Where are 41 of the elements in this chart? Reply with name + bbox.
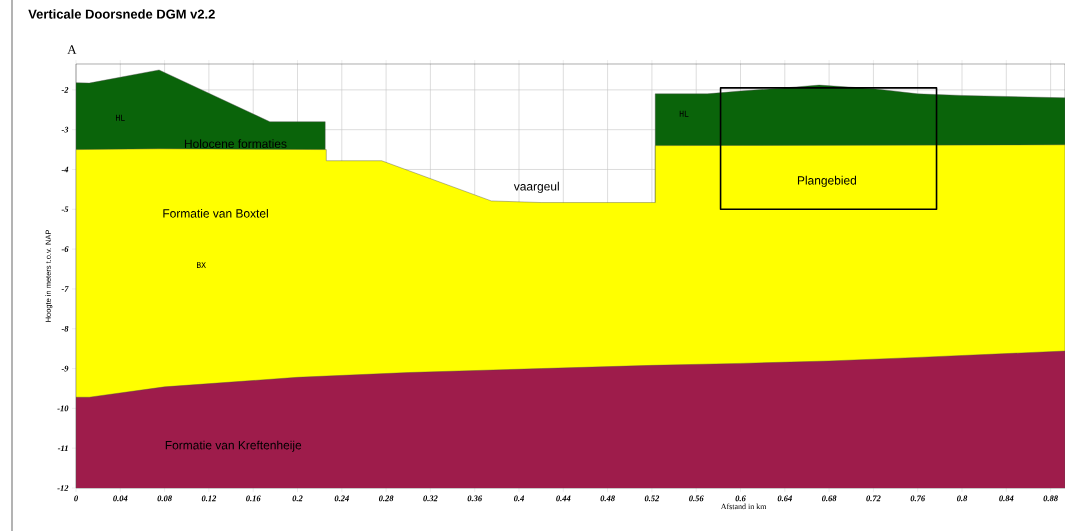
x-tick-label: 0.4 xyxy=(514,495,525,502)
y-tick-label: -2 xyxy=(61,87,69,93)
x-tick-label: 0.36 xyxy=(467,495,483,502)
x-tick-label: 0.04 xyxy=(113,495,128,502)
y-tick-label: -4 xyxy=(61,166,69,173)
text: A xyxy=(67,45,77,54)
annotation: Formatie van Boxtel xyxy=(163,208,268,218)
x-tick-label: 0.08 xyxy=(157,495,172,502)
annotation: vaargeul xyxy=(513,181,559,193)
x-tick-label: 0.88 xyxy=(1043,495,1058,502)
y-tick-label: -8 xyxy=(61,325,69,332)
y-tick-label: -6 xyxy=(61,246,69,252)
x-tick-label: 0.16 xyxy=(246,495,261,502)
x-tick-label: 0.84 xyxy=(999,495,1014,502)
x-tick-label: 0.56 xyxy=(689,495,704,502)
chart-title: Verticale Doorsnede DGM v2.2 xyxy=(28,9,215,19)
x-tick-label: 0.44 xyxy=(556,495,571,502)
x-tick-label: 0.28 xyxy=(378,495,394,502)
x-tick-label: 0.2 xyxy=(292,495,303,502)
annotation: Holocene formaties xyxy=(184,139,287,148)
y-tick-label: -11 xyxy=(57,445,68,451)
y-tick-label: -10 xyxy=(57,405,69,412)
y-tick-label: -12 xyxy=(57,485,69,491)
x-tick-label: 0.52 xyxy=(644,495,660,502)
y-tick-label: -5 xyxy=(61,206,69,213)
x-tick-label: 0.24 xyxy=(334,495,349,502)
annotation: Formatie van Kreftenheije xyxy=(165,440,302,452)
x-tick-label: 0.12 xyxy=(201,495,217,502)
y-tick-label: -7 xyxy=(61,286,69,292)
x-tick-label: 0.72 xyxy=(866,495,881,502)
x-tick-label: 0.48 xyxy=(600,495,615,502)
x-tick-label: 0.64 xyxy=(777,495,792,502)
x-tick-label: 0.8 xyxy=(957,495,968,502)
x-tick-label: 0.76 xyxy=(910,495,926,502)
x-tick-label: 0.68 xyxy=(821,495,837,502)
x-tick-label: 0.32 xyxy=(423,495,438,502)
y-tick-label: -3 xyxy=(61,126,69,133)
x-tick-label: 0 xyxy=(74,495,78,502)
x-tick-label: 0.6 xyxy=(735,495,746,502)
annotation: Plangebied xyxy=(797,175,857,188)
y-tick-label: -9 xyxy=(61,365,69,372)
